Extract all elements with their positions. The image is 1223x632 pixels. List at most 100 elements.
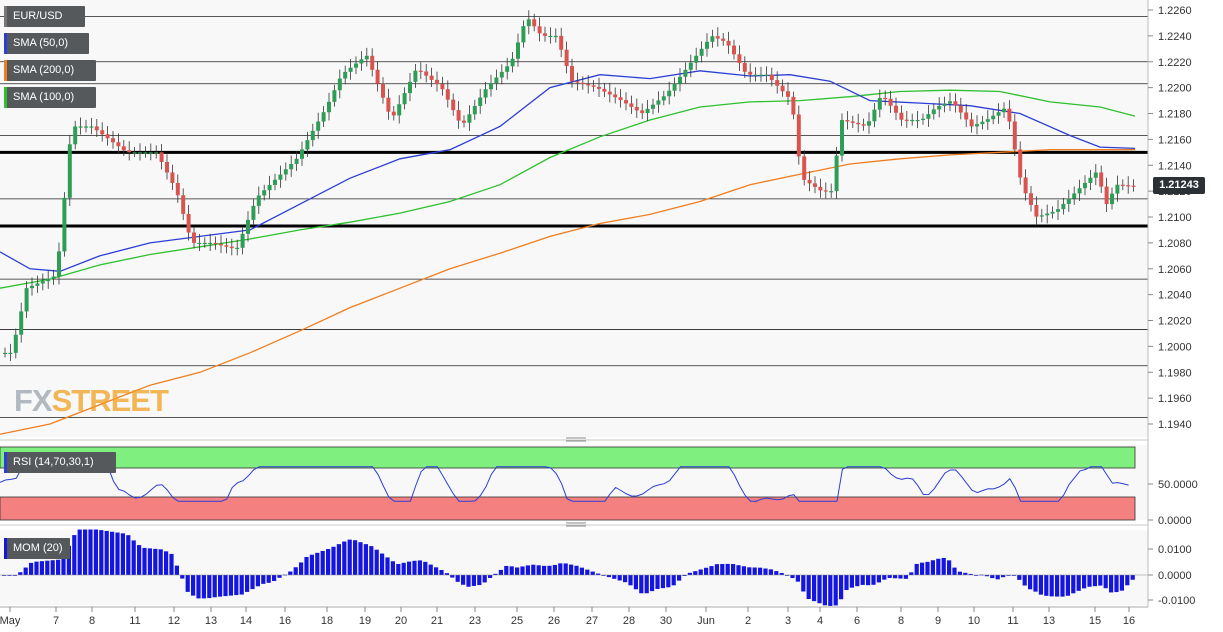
momentum-bar [882, 575, 887, 580]
momentum-bar [547, 565, 552, 575]
candle-body [1120, 184, 1125, 186]
last-price-tag: 1.21243 [1153, 177, 1205, 194]
candle-body [294, 158, 299, 165]
candle-body [1029, 193, 1033, 205]
momentum-bar [801, 575, 806, 592]
momentum-bar [579, 567, 584, 575]
candle-body [219, 243, 223, 246]
resize-handle[interactable] [566, 522, 586, 527]
momentum-bar [1071, 575, 1076, 594]
momentum-bar [1130, 575, 1135, 580]
candle-body [375, 69, 380, 84]
momentum-bar [450, 575, 455, 578]
sma50-legend[interactable]: SMA (50,0) [4, 33, 89, 54]
candle-body [721, 38, 726, 41]
candle-body [424, 71, 429, 76]
candle-body [175, 182, 180, 196]
candle-body [580, 82, 585, 85]
candle-body [1050, 211, 1055, 214]
rsi-line [0, 466, 1129, 502]
candle-body [391, 111, 396, 116]
candle-body [883, 97, 888, 100]
time-tick-label: 12 [168, 615, 180, 627]
rsi-oversold-zone [0, 496, 1136, 521]
momentum-bar [806, 575, 811, 600]
time-tick-label: 4 [817, 615, 823, 627]
candle-body [1104, 186, 1109, 205]
candle-body [537, 26, 542, 34]
candle-body [1002, 108, 1006, 113]
rsi-swatch [4, 452, 7, 473]
candle-body [688, 62, 693, 70]
momentum-bar [1011, 575, 1016, 576]
time-tick-label: 9 [935, 615, 941, 627]
candle-body [726, 40, 731, 46]
momentum-bar [839, 575, 844, 600]
momentum-bar [29, 562, 34, 575]
candle-body [775, 80, 780, 86]
symbol-text: EUR/USD [13, 10, 63, 22]
symbol-label[interactable]: EUR/USD [4, 6, 85, 27]
resize-handle[interactable] [566, 437, 586, 442]
momentum-bar [158, 549, 163, 575]
candle-body [213, 242, 218, 245]
candle-body [62, 197, 67, 252]
candle-body [94, 126, 99, 131]
rsi-legend[interactable]: RSI (14,70,30,1) [4, 452, 116, 473]
momentum-bar [574, 565, 579, 575]
momentum-bar [407, 561, 412, 575]
momentum-bar [531, 564, 536, 575]
momentum-bar [358, 542, 363, 575]
panel-dividers[interactable] [0, 437, 1148, 527]
momentum-bar [471, 575, 476, 586]
price-tick-label: 1.2000 [1158, 341, 1192, 353]
momentum-legend[interactable]: MOM (20) [4, 538, 70, 559]
momentum-bar [898, 575, 903, 579]
candle-body [629, 103, 634, 107]
candle-body [67, 144, 72, 198]
momentum-bar [698, 569, 703, 575]
candle-body [84, 126, 88, 128]
time-tick-label: 15 [1089, 615, 1101, 627]
momentum-bar [671, 575, 676, 586]
momentum-bar [369, 546, 374, 575]
momentum-bar [693, 571, 698, 575]
momentum-bar [741, 566, 746, 575]
momentum-bar [153, 548, 158, 575]
time-tick-label: 18 [321, 615, 333, 627]
candle-body [888, 98, 893, 106]
candle-body [953, 101, 958, 106]
sma100-legend[interactable]: SMA (100,0) [4, 87, 96, 108]
momentum-bar [1001, 575, 1006, 578]
momentum-bar [552, 564, 557, 575]
sma200-legend[interactable]: SMA (200,0) [4, 60, 96, 81]
symbol-swatch [4, 6, 7, 27]
price-tick-label: 1.2160 [1158, 134, 1192, 146]
price-tick-label: 1.2200 [1158, 83, 1192, 95]
momentum-bar [785, 575, 790, 576]
momentum-bar [990, 575, 995, 579]
time-tick-label: 13 [1043, 615, 1055, 627]
candle-body [1131, 185, 1136, 187]
time-axis: May 7 8 11 12 13 14 16 18 19 20 21 23 25 26 27 28 30 Jun 2 3… [0, 607, 1135, 627]
momentum-bar [628, 575, 633, 586]
candle-body [192, 232, 196, 243]
momentum-bar [315, 552, 320, 575]
momentum-bar [714, 564, 719, 575]
time-tick-label: 30 [660, 615, 672, 627]
sma200-line [0, 149, 1135, 435]
momentum-bar [682, 575, 687, 576]
momentum-bar [1087, 575, 1092, 587]
candle-body [694, 55, 699, 63]
candle-body [807, 179, 812, 184]
time-tick-label: 8 [898, 615, 904, 627]
momentum-bar [50, 560, 55, 575]
candle-body [505, 66, 510, 72]
momentum-bar [536, 565, 541, 575]
price-tick-label: 1.2180 [1158, 109, 1192, 121]
momentum-bar [833, 575, 838, 606]
candle-body [1034, 204, 1039, 217]
candle-body [1056, 209, 1060, 212]
momentum-bar [434, 567, 439, 575]
